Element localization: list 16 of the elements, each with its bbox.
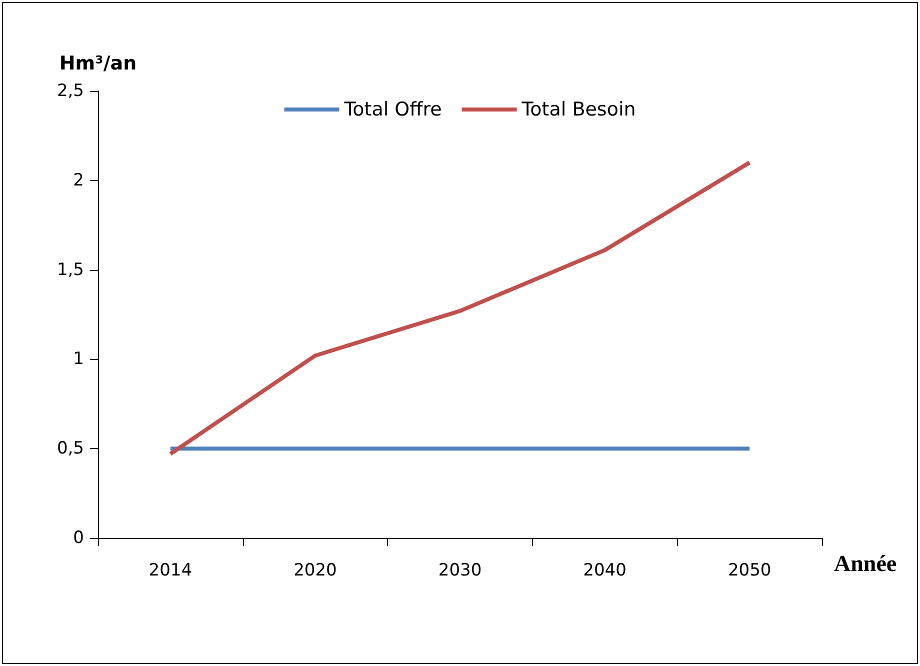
x-axis-title: Année: [834, 551, 897, 576]
y-tick-label: 0,5: [56, 438, 84, 459]
y-tick-label: 2: [73, 170, 84, 190]
x-tick-label: 2050: [728, 560, 772, 580]
y-tick-label: 1: [73, 349, 84, 370]
y-tick-label: 1,5: [56, 260, 84, 280]
legend-label: Total Besoin: [520, 98, 636, 120]
x-tick-label: 2040: [583, 560, 626, 580]
legend-label: Total Offre: [343, 98, 442, 120]
y-tick-label: 2,5: [56, 81, 84, 101]
x-tick-label: 2020: [294, 560, 337, 580]
y-tick-label: 0: [73, 528, 84, 548]
line-series: [168, 160, 752, 456]
x-tick-label: 2030: [438, 560, 482, 580]
x-tick-label: 2014: [148, 560, 192, 580]
y-axis-title: Hm³/an: [59, 52, 137, 74]
